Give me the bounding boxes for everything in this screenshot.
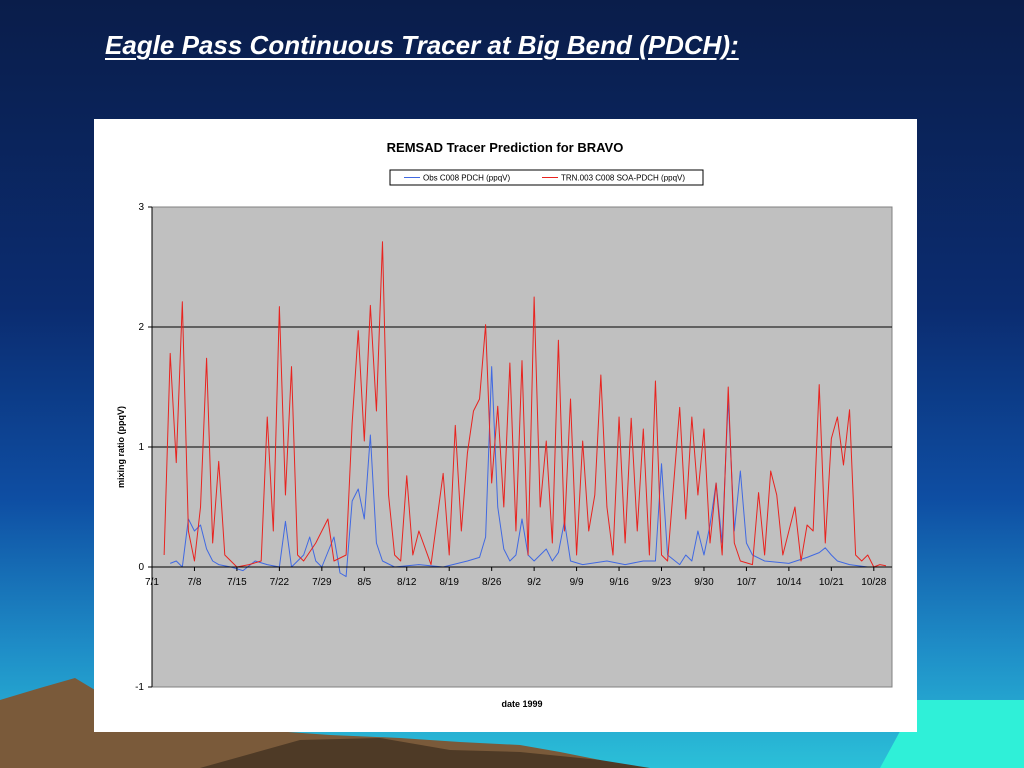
series-line-trn	[163, 241, 887, 568]
y-axis-title: mixing ratio (ppqV)	[116, 406, 126, 488]
chart-panel: REMSAD Tracer Prediction for BRAVO Obs C…	[94, 119, 917, 732]
x-tick-label: 9/23	[652, 577, 672, 588]
x-axis-title: date 1999	[501, 699, 542, 709]
x-tick-label: 10/14	[776, 577, 801, 588]
chart-legend: Obs C008 PDCH (ppqV) TRN.003 C008 SOA-PD…	[389, 169, 704, 186]
y-tick-label: -1	[135, 682, 144, 693]
axes: -1 0 1 2 3 7/1 7/8 7/15 7/22 7/29 8/5 8/12 8/19 8/26 9…	[135, 202, 892, 693]
chart-svg: REMSAD Tracer Prediction for BRAVO Obs C…	[116, 140, 893, 709]
x-tick-label: 10/7	[737, 577, 757, 588]
x-tick-label: 8/26	[482, 577, 502, 588]
legend-label-trn: TRN.003 C008 SOA-PDCH (ppqV)	[561, 174, 685, 183]
x-tick-label: 8/12	[397, 577, 417, 588]
y-tick-label: 1	[138, 442, 144, 453]
y-tick-label: 2	[138, 322, 144, 333]
x-tick-label: 8/5	[357, 577, 371, 588]
mountain-silhouette	[0, 678, 620, 768]
chart-title: REMSAD Tracer Prediction for BRAVO	[387, 140, 624, 155]
x-tick-label: 8/19	[439, 577, 459, 588]
x-tick-label: 10/28	[861, 577, 886, 588]
y-tick-label: 0	[138, 562, 144, 573]
x-tick-label: 7/15	[227, 577, 247, 588]
x-tick-label: 7/22	[270, 577, 290, 588]
x-tick-label: 10/21	[819, 577, 844, 588]
x-tick-label: 7/8	[188, 577, 202, 588]
x-tick-label: 9/9	[570, 577, 584, 588]
x-tick-label: 7/29	[312, 577, 332, 588]
x-tick-label: 9/2	[527, 577, 541, 588]
legend-label-obs: Obs C008 PDCH (ppqV)	[423, 174, 510, 183]
mountain-silhouette-dark	[200, 738, 650, 768]
x-tick-label: 9/30	[694, 577, 714, 588]
slide-title: Eagle Pass Continuous Tracer at Big Bend…	[105, 30, 739, 60]
x-tick-label: 9/16	[609, 577, 629, 588]
x-tick-label: 7/1	[145, 577, 159, 588]
y-tick-label: 3	[138, 202, 144, 213]
